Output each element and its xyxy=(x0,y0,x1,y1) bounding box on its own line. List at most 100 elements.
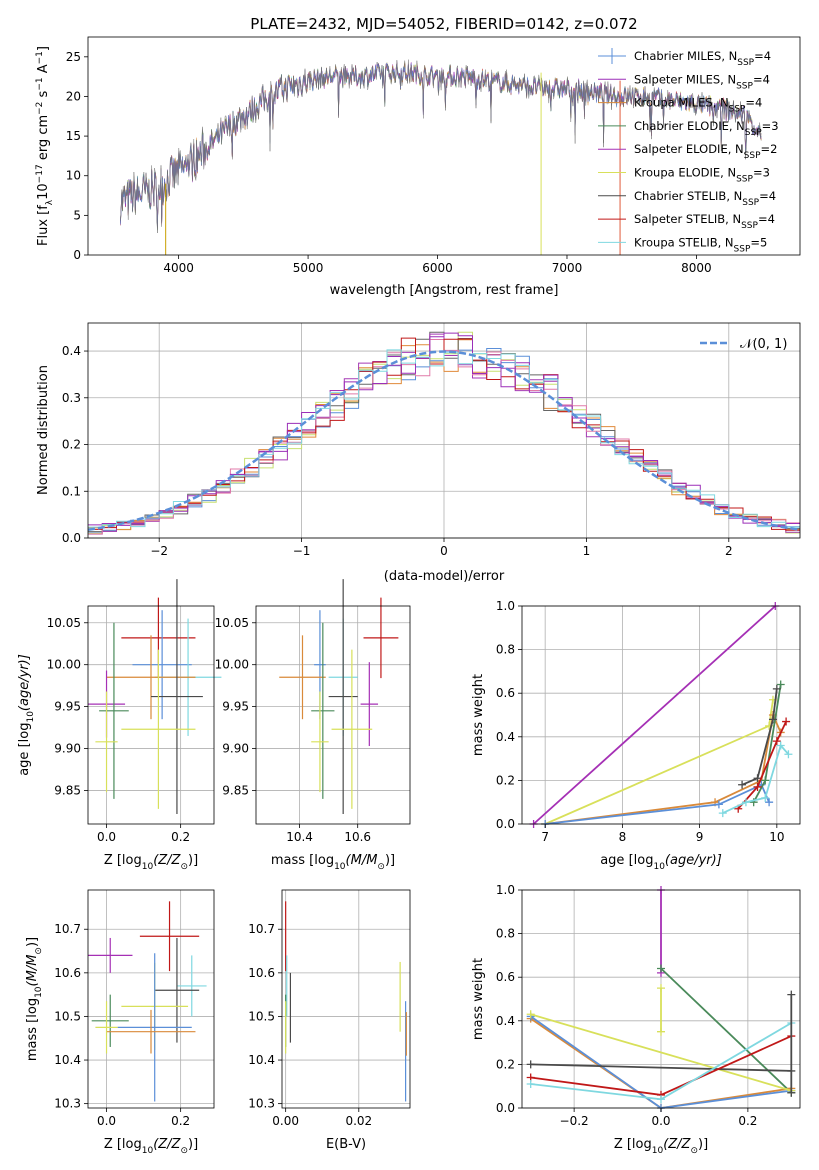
legend-entry: Chabrier MILES, NSSP=4 xyxy=(634,49,771,68)
weight-point xyxy=(526,1010,535,1019)
x-tick-label: 10.4 xyxy=(286,830,313,844)
x-tick-label: 0.0 xyxy=(97,830,116,844)
weight-point xyxy=(782,717,791,726)
y-tick-label: 10.6 xyxy=(248,966,275,980)
marks xyxy=(529,602,793,828)
y-tick-label: 10.05 xyxy=(47,616,81,630)
weight-point xyxy=(718,809,727,818)
x-tick-label: −1 xyxy=(293,544,311,558)
x-tick-label: 10.6 xyxy=(344,830,371,844)
y-tick-label: 10.00 xyxy=(215,658,249,672)
y-tick-label: 0.8 xyxy=(496,643,515,657)
gaussian-curve xyxy=(87,350,801,532)
y-tick-label: 0.0 xyxy=(496,817,515,831)
legend-entry: Kroupa STELIB, NSSP=5 xyxy=(634,235,767,254)
mass-vs-Z-panel: 0.0 0.2 10.3 10.4 10.5 10.6 10.7 Z [log10(Z/Z⊙)… xyxy=(25,889,215,1156)
y-tick-label: 10.5 xyxy=(248,1009,275,1023)
x-axis-label: E(B-V) xyxy=(326,1137,366,1152)
weight-point xyxy=(765,798,774,807)
y-tick-label: 1.0 xyxy=(496,599,515,613)
age-vs-Z-panel: 0.0 0.2 9.85 9.90 9.95 10.00 10.05 Z [log10(Z/Z… xyxy=(17,579,222,872)
x-axis-label: Z [log10(Z/Z⊙)] xyxy=(614,1137,708,1156)
grid xyxy=(88,606,214,824)
axes: 10.4 10.6 9.85 9.90 9.95 10.00 10.05 xyxy=(215,605,411,844)
spectrum-legend: Chabrier MILES, NSSP=4 Salpeter MILES, NS… xyxy=(598,48,779,254)
residuals-axes: −2 −1 0 1 2 0.0 0.1 0.2 0.3 0.4 xyxy=(62,322,801,558)
x-tick-label: 6000 xyxy=(422,261,453,275)
x-tick-label: 5000 xyxy=(293,261,324,275)
y-tick-label: 0.0 xyxy=(62,531,81,545)
y-tick-label: 1.0 xyxy=(496,883,515,897)
marks xyxy=(279,579,399,814)
histogram-step xyxy=(88,332,800,528)
weight-point xyxy=(738,780,747,789)
spectrum-data-line xyxy=(120,59,762,234)
y-tick-label: 9.90 xyxy=(54,742,81,756)
y-tick-label: 0.4 xyxy=(62,344,81,358)
y-tick-label: 0.0 xyxy=(496,1101,515,1115)
weight-point xyxy=(657,1027,665,1036)
y-tick-label: 0.2 xyxy=(496,1057,515,1071)
grid xyxy=(256,606,410,824)
weight-point xyxy=(714,800,723,809)
x-tick-label: 1 xyxy=(583,544,591,558)
weight-point xyxy=(753,782,762,791)
marks xyxy=(285,901,407,1102)
weight-point xyxy=(761,793,770,802)
x-axis-label: Z [log10(Z/Z⊙)] xyxy=(104,1137,198,1156)
x-tick-label: 0.2 xyxy=(171,830,190,844)
legend-entry: Salpeter MILES, NSSP=4 xyxy=(634,72,770,91)
legend-entry: Salpeter STELIB, NSSP=4 xyxy=(634,212,775,231)
x-tick-label: 0.02 xyxy=(345,1114,372,1128)
y-tick-label: 0.6 xyxy=(496,970,515,984)
y-tick-label: 9.90 xyxy=(222,742,249,756)
x-tick-label: 0.2 xyxy=(738,1114,757,1128)
x-tick-label: −0.2 xyxy=(560,1114,589,1128)
weight-point xyxy=(657,964,665,973)
weight-series-line xyxy=(530,1063,792,1072)
y-tick-label: 0.2 xyxy=(496,773,515,787)
axes: 0.0 0.2 10.3 10.4 10.5 10.6 10.7 xyxy=(54,889,215,1128)
x-tick-label: 7 xyxy=(541,830,549,844)
spectrum-y-label: Flux [fλ10−17 erg cm−2 s−1 A−1] xyxy=(35,46,55,246)
y-tick-label: 9.95 xyxy=(222,700,249,714)
y-axis-label: mass weight xyxy=(471,958,486,1040)
residuals-y-label: Normed distribution xyxy=(36,365,51,495)
x-tick-label: 8 xyxy=(619,830,627,844)
y-tick-label: 10.7 xyxy=(54,922,81,936)
spectrum-panel: PLATE=2432, MJD=54052, FIBERID=0142, z=0… xyxy=(35,15,801,298)
weight-point xyxy=(776,680,785,689)
axes: 0.00 0.02 10.3 10.4 10.5 10.6 10.7 xyxy=(248,889,411,1128)
y-tick-label: 10.3 xyxy=(248,1097,275,1111)
axes: −0.2 0.0 0.2 0.0 0.2 0.4 0.6 0.8 1.0 xyxy=(496,883,801,1128)
weight-point xyxy=(787,990,796,999)
y-tick-label: 0.4 xyxy=(496,1014,515,1028)
x-tick-label: −2 xyxy=(150,544,168,558)
y-axis-label: mass [log10(M/M⊙)] xyxy=(25,937,44,1061)
weight-series-line xyxy=(545,783,770,825)
axes: 0.0 0.2 9.85 9.90 9.95 10.00 10.05 xyxy=(47,605,215,844)
y-tick-label: 15 xyxy=(66,129,81,143)
x-tick-label: 0.0 xyxy=(651,1114,670,1128)
legend-entry: Kroupa MILES, NSSP=4 xyxy=(634,96,762,115)
x-axis-label: age [log10(age/yr)] xyxy=(600,853,722,872)
weight-point xyxy=(768,715,777,724)
x-tick-label: 9 xyxy=(696,830,704,844)
legend-entry: Kroupa ELODIE, NSSP=3 xyxy=(634,166,770,185)
spectrum-lines xyxy=(120,59,762,255)
y-tick-label: 10.3 xyxy=(54,1097,81,1111)
axes: 7 8 9 10 0.0 0.2 0.4 0.6 0.8 1.0 xyxy=(496,599,801,844)
weight-series-line xyxy=(737,721,787,810)
x-axis-label: mass [log10(M/M⊙)] xyxy=(271,853,395,872)
weight-point xyxy=(772,684,781,693)
weight-series-line xyxy=(741,688,778,786)
y-tick-label: 0.1 xyxy=(62,484,81,498)
age-vs-mass-panel: 10.4 10.6 9.85 9.90 9.95 10.00 10.05 mass [log1… xyxy=(215,579,411,872)
x-tick-label: 0.00 xyxy=(272,1114,299,1128)
weight-series-line xyxy=(660,967,792,1094)
y-tick-label: 0.2 xyxy=(62,438,81,452)
weight-vs-age-panel: 7 8 9 10 0.0 0.2 0.4 0.6 0.8 1.0 age [log10(age/yr… xyxy=(471,599,801,872)
x-tick-label: 0.2 xyxy=(171,1114,190,1128)
y-tick-label: 25 xyxy=(66,50,81,64)
y-tick-label: 0.6 xyxy=(496,686,515,700)
